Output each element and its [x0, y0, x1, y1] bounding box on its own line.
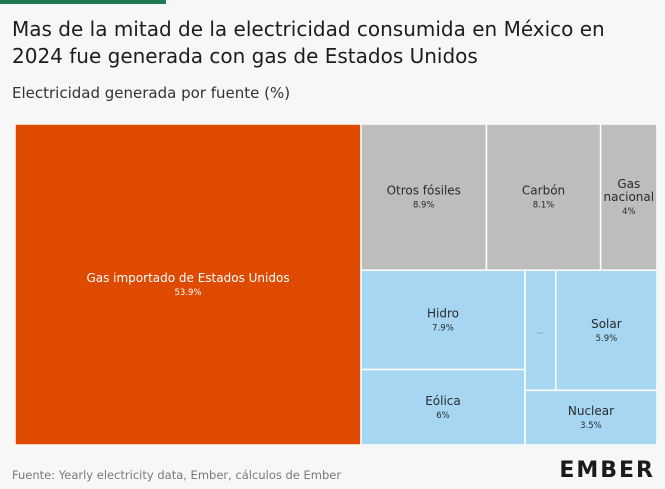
treemap-rect [599, 124, 657, 271]
treemap-cell-solar: Solar 5.9% [555, 269, 657, 392]
treemap-rect [524, 389, 657, 445]
treemap-rect [524, 269, 557, 392]
treemap-rect [555, 269, 657, 392]
treemap-rect [360, 269, 526, 371]
treemap-label: nacional [604, 190, 655, 204]
treemap-value-label: 4% [622, 207, 636, 217]
treemap-value-label: 6% [436, 411, 450, 421]
treemap-cell-carbón: Carbón 8.1% [485, 124, 602, 271]
treemap-svg: Gas importado de Estados Unidos 53.9% Otro… [15, 124, 657, 445]
treemap-value-label: 7.9% [432, 323, 454, 333]
treemap-cell-hidro: Hidro 7.9% [360, 269, 526, 371]
treemap-value-label: 5.9% [596, 334, 618, 344]
treemap-label: Nuclear [568, 404, 614, 418]
chart-subtitle: Electricidad generada por fuente (%) [12, 84, 291, 102]
accent-bar [0, 0, 166, 4]
treemap-label: Otros fósiles [387, 184, 461, 198]
treemap-label: Eólica [425, 394, 461, 408]
treemap-rect [360, 124, 488, 271]
treemap-label: Hidro [427, 306, 459, 320]
treemap-cell-gas-importado-de-estados-unidos: Gas importado de Estados Unidos 53.9% [15, 124, 362, 445]
treemap-cell-nuclear: Nuclear 3.5% [524, 389, 657, 445]
treemap-rect [15, 124, 362, 445]
treemap-value-label: 3.5% [580, 421, 602, 431]
ember-logo: EMBER [559, 458, 655, 483]
chart-title: Mas de la mitad de la electricidad consu… [12, 17, 605, 68]
treemap-value-label: 8.9% [413, 201, 435, 211]
treemap-cell-other: ... [524, 269, 557, 392]
treemap-value-label: 53.9% [175, 288, 202, 298]
treemap-chart: Gas importado de Estados Unidos 53.9% Otro… [15, 124, 657, 445]
treemap-cell-eólica: Eólica 6% [360, 368, 526, 445]
treemap-label: Solar [591, 317, 622, 331]
treemap-label: Gas importado de Estados Unidos [86, 271, 289, 285]
treemap-label: Gas [617, 177, 640, 191]
treemap-value-label: ... [538, 328, 544, 335]
source-note: Fuente: Yearly electricity data, Ember, … [12, 468, 342, 482]
treemap-label: Carbón [522, 184, 565, 198]
treemap-value-label: 8.1% [533, 201, 555, 211]
treemap-cell-otros-fósiles: Otros fósiles 8.9% [360, 124, 488, 271]
